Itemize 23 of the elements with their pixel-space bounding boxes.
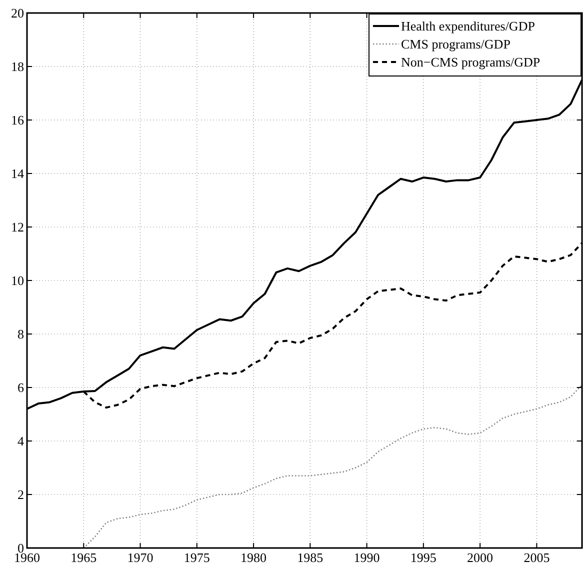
x-tick-label: 2000	[467, 550, 494, 564]
x-tick-label: 2005	[524, 550, 550, 564]
x-tick-label: 1970	[127, 550, 154, 564]
line-series	[82, 384, 583, 549]
x-tick-label: 1965	[70, 550, 97, 564]
y-tick-label: 6	[18, 380, 24, 396]
y-tick-label: 18	[11, 59, 24, 74]
x-tick-label: 1985	[297, 550, 324, 564]
x-tick-label: 1995	[410, 550, 436, 564]
y-tick-label: 16	[11, 112, 24, 128]
y-tick-label: 12	[11, 220, 24, 235]
y-tick-label: 20	[11, 6, 24, 21]
legend-label: CMS programs/GDP	[401, 36, 510, 52]
y-tick-label: 2	[18, 487, 24, 502]
x-tick-label: 1980	[240, 550, 267, 564]
legend-label: Non−CMS programs/GDP	[401, 54, 540, 70]
x-tick-label: 1990	[354, 550, 380, 564]
legend-label: Health expenditures/GDP	[401, 18, 535, 34]
y-tick-label: 14	[11, 166, 24, 182]
x-tick-label: 1975	[184, 550, 210, 564]
y-tick-label: 10	[11, 273, 24, 288]
y-tick-label: 8	[18, 326, 24, 342]
y-tick-label: 4	[18, 434, 24, 449]
